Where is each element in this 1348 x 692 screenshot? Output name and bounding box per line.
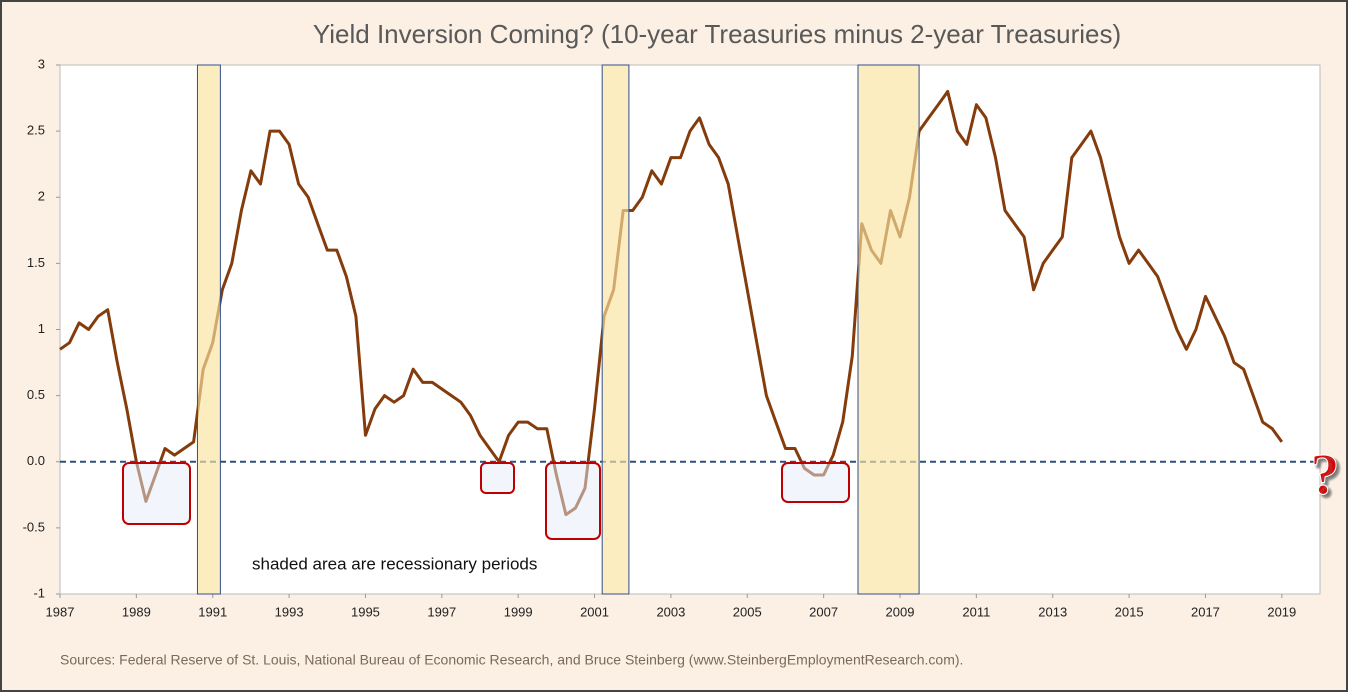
chart-title: Yield Inversion Coming? (10-year Treasur… — [313, 19, 1121, 49]
x-tick-label: 2009 — [886, 604, 915, 619]
x-tick-label: 2013 — [1038, 604, 1067, 619]
inversion-box — [781, 462, 850, 503]
marks: -1 -0.5 0.0 0.5 1 1.5 2 2.5 3 1987 1989 1991 1993 199… — [23, 56, 1320, 619]
source: Sources: Federal Reserve of St. Louis, N… — [60, 652, 963, 668]
y-tick-label: 1 — [38, 321, 45, 336]
inversion-box — [122, 462, 191, 525]
y-tick-label: 2 — [38, 189, 45, 204]
x-tick-label: 2005 — [733, 604, 762, 619]
y-tick-label: 2.5 — [27, 123, 45, 138]
x-tick-label: 1995 — [351, 604, 380, 619]
x-tick-label: 2001 — [580, 604, 609, 619]
inversion-boxes — [122, 462, 850, 540]
recession-band — [601, 64, 630, 595]
x-tick-label: 2019 — [1267, 604, 1296, 619]
inversion-box — [480, 462, 515, 494]
x-tick-label: 1997 — [427, 604, 456, 619]
y-tick-label: 3 — [38, 56, 45, 71]
x-tick-label: 1993 — [275, 604, 304, 619]
annotation: shaded area are recessionary periods — [252, 554, 537, 573]
y-tick-label: 1.5 — [27, 255, 45, 270]
x-tick-label: 2017 — [1191, 604, 1220, 619]
y-tick-label: 0.5 — [27, 387, 45, 402]
inversion-box — [545, 462, 601, 540]
recession-band — [196, 64, 221, 595]
x-tick-label: 1999 — [504, 604, 533, 619]
x-tick-label: 1987 — [46, 604, 75, 619]
x-tick-label: 2007 — [809, 604, 838, 619]
x-tick-label: 2015 — [1115, 604, 1144, 619]
recession-band — [857, 64, 920, 595]
y-tick-label: -1 — [33, 585, 45, 600]
question-mark: ? — [1311, 441, 1340, 506]
yield-spread-line — [59, 90, 1284, 517]
x-tick-label: 2003 — [656, 604, 685, 619]
x-tick-label: 1991 — [198, 604, 227, 619]
y-tick-label: -0.5 — [23, 519, 45, 534]
y-tick-label: 0.0 — [27, 453, 45, 468]
plot-area — [59, 64, 1321, 595]
x-tick-label: 1989 — [122, 604, 151, 619]
x-tick-label: 2011 — [962, 604, 990, 619]
